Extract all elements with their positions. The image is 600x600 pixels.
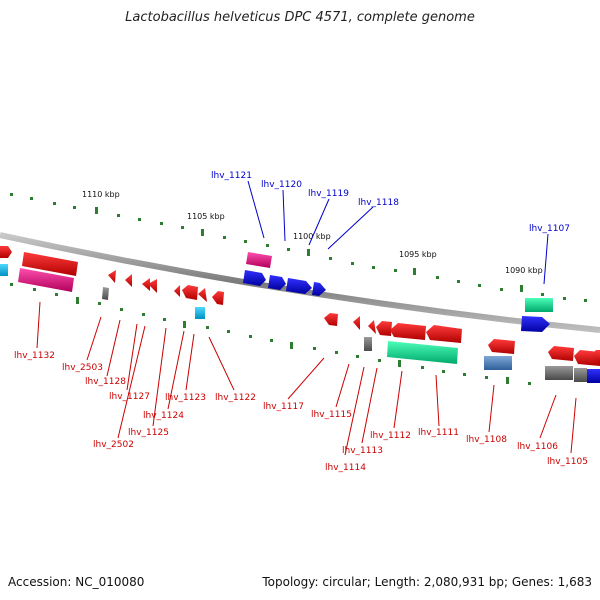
gene-arrow[interactable] <box>243 270 266 286</box>
inner-tick-track <box>10 283 531 385</box>
outer-tick-track <box>10 193 587 302</box>
gene-label[interactable]: lhv_1120 <box>261 180 302 190</box>
accession-text: Accession: NC_010080 <box>8 575 145 589</box>
gene-arrow[interactable] <box>142 278 150 291</box>
scale-label: 1100 kbp <box>293 232 331 241</box>
map-title: Lactobacillus helveticus DPC 4571, compl… <box>125 10 475 25</box>
scale-label: 1095 kbp <box>399 250 437 259</box>
gene-label[interactable]: lhv_1112 <box>370 431 411 441</box>
gene-label[interactable]: lhv_2503 <box>62 363 103 373</box>
genome-summary-text: Topology: circular; Length: 2,080,931 bp… <box>262 575 592 589</box>
gene-arrow[interactable] <box>148 279 157 293</box>
forward-genes <box>0 246 553 332</box>
gene-arrow[interactable] <box>387 341 458 364</box>
gene-arrow[interactable] <box>548 346 574 361</box>
gene-label[interactable]: lhv_1105 <box>547 457 588 467</box>
gene-arrow[interactable] <box>368 320 376 334</box>
reverse-genes <box>102 270 600 383</box>
gene-arrow[interactable] <box>324 313 338 326</box>
gene-label[interactable]: lhv_1108 <box>466 435 507 445</box>
gene-arrow[interactable] <box>125 274 132 287</box>
gene-label[interactable]: lhv_1127 <box>109 392 150 402</box>
gene-arrow[interactable] <box>521 316 550 332</box>
forward-leaders <box>247 180 549 285</box>
gene-arrow[interactable] <box>246 252 272 268</box>
gene-arrow[interactable] <box>0 264 8 276</box>
gene-label[interactable]: lhv_1115 <box>311 410 352 420</box>
gene-arrow[interactable] <box>488 339 515 354</box>
scale-label: 1110 kbp <box>82 190 120 199</box>
gene-arrow[interactable] <box>182 285 198 300</box>
gene-label[interactable]: lhv_1121 <box>211 171 252 181</box>
gene-label[interactable]: lhv_1107 <box>529 224 570 234</box>
gene-label[interactable]: lhv_1124 <box>143 411 184 421</box>
gene-arrow[interactable] <box>376 321 392 336</box>
gene-label[interactable]: lhv_2502 <box>93 440 134 450</box>
gene-arrow[interactable] <box>590 350 600 364</box>
gene-label[interactable]: lhv_1122 <box>215 393 256 403</box>
gene-arrow[interactable] <box>22 252 78 276</box>
gene-arrow[interactable] <box>174 285 180 297</box>
scale-label: 1105 kbp <box>187 212 225 221</box>
gene-arrow[interactable] <box>484 356 512 370</box>
gene-label[interactable]: lhv_1114 <box>325 463 366 473</box>
gene-arrow[interactable] <box>268 275 286 290</box>
gene-arrow[interactable] <box>390 323 426 340</box>
reverse-labels: lhv_1132 lhv_2503 lhv_1128 lhv_1127 lhv_… <box>14 351 588 473</box>
gene-label[interactable]: lhv_1125 <box>128 428 169 438</box>
gene-arrow[interactable] <box>18 268 74 292</box>
forward-labels: lhv_1121 lhv_1120 lhv_1119 lhv_1118 lhv_… <box>211 171 570 234</box>
gene-label[interactable]: lhv_1118 <box>358 198 399 208</box>
gene-arrow[interactable] <box>364 337 372 351</box>
gene-arrow[interactable] <box>286 278 312 294</box>
gene-arrow[interactable] <box>102 287 109 300</box>
gene-arrow[interactable] <box>574 368 587 382</box>
gene-label[interactable]: lhv_1128 <box>85 377 126 387</box>
gene-label[interactable]: lhv_1123 <box>165 393 206 403</box>
gene-arrow[interactable] <box>525 298 553 312</box>
gene-label[interactable]: lhv_1111 <box>418 428 459 438</box>
gene-label[interactable]: lhv_1106 <box>517 442 558 452</box>
gene-label[interactable]: lhv_1117 <box>263 402 304 412</box>
gene-arrow[interactable] <box>198 288 207 302</box>
gene-arrow[interactable] <box>545 366 573 380</box>
gene-arrow[interactable] <box>312 282 326 296</box>
gene-arrow[interactable] <box>0 246 12 258</box>
gene-label[interactable]: lhv_1113 <box>342 446 383 456</box>
gene-arrow[interactable] <box>587 369 600 383</box>
reverse-leaders <box>36 301 577 456</box>
gene-arrow[interactable] <box>108 270 116 283</box>
scale-label: 1090 kbp <box>505 266 543 275</box>
gene-arrow[interactable] <box>353 316 360 330</box>
gene-arrow[interactable] <box>212 291 224 305</box>
gene-arrow[interactable] <box>195 307 205 319</box>
gene-label[interactable]: lhv_1132 <box>14 351 55 361</box>
gene-label[interactable]: lhv_1119 <box>308 189 349 199</box>
gene-arrow[interactable] <box>426 325 462 343</box>
